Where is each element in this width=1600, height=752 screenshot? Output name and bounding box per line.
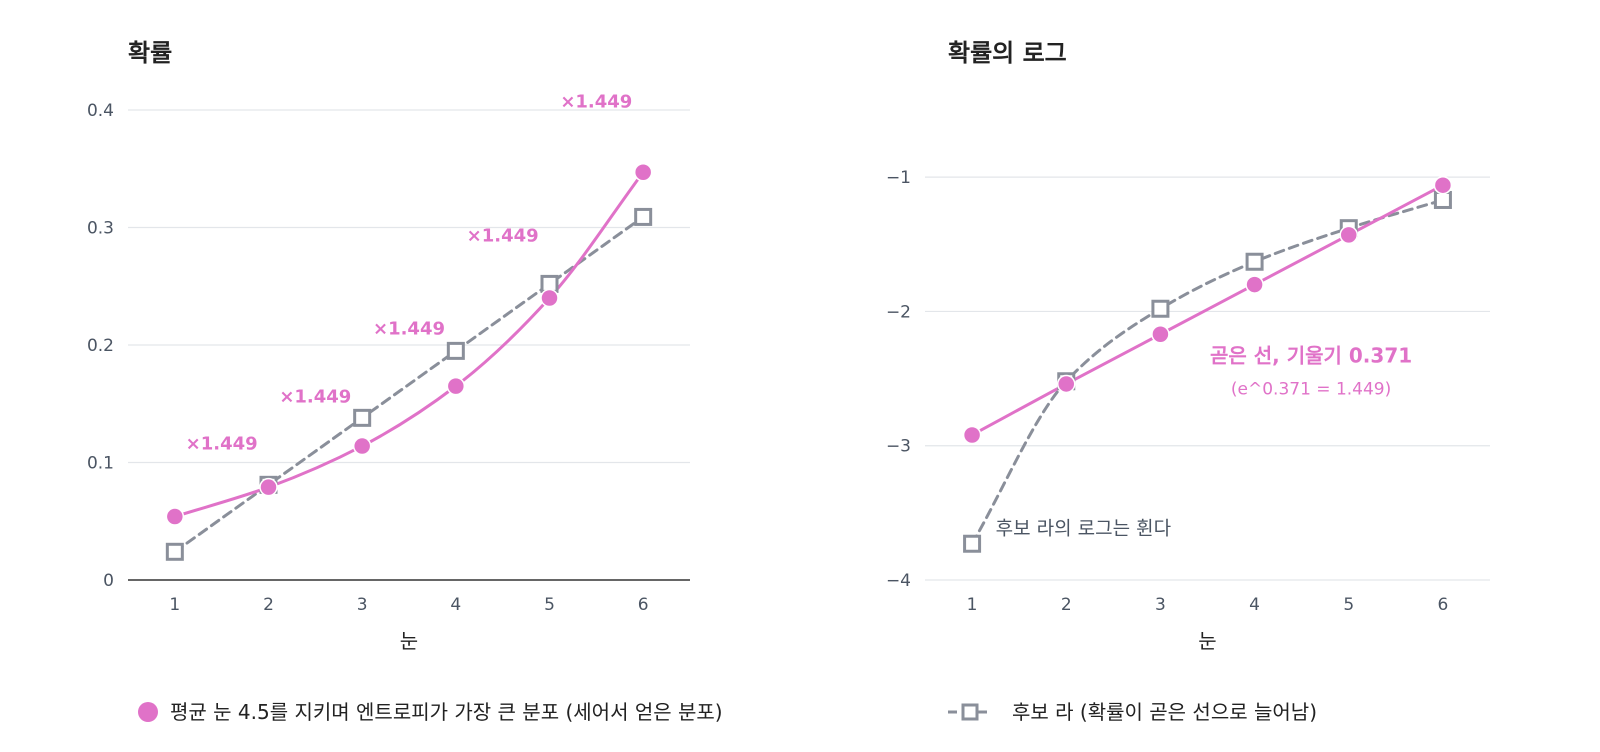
legend: 평균 눈 4.5를 지키며 엔트로피가 가장 큰 분포 (세어서 얻은 분포) … [138,700,1317,724]
data-point-circle [352,436,372,456]
x-tick-label: 5 [1343,595,1354,615]
ratio-annotation: ×1.449 [467,226,539,247]
data-point-circle [1245,275,1264,294]
data-point-circle [1057,374,1076,394]
y-tick-label: 0 [103,571,114,591]
data-point-square [1433,190,1452,209]
x-tick-label: 6 [1438,595,1449,615]
x-tick-label: 1 [169,595,180,615]
probability-chart: 0 0.1 0.2 0.3 0.4 1 2 3 4 5 6 눈 ×1.449 ×1.449 ×1.449 ×1… [87,92,690,653]
data-point-circle [446,376,466,396]
x-tick-label: 5 [544,595,555,615]
x-tick-label: 3 [357,595,368,615]
data-point-circle [259,477,278,497]
data-point-circle [633,163,653,182]
y-tick-label: −2 [886,302,911,322]
series-line-maxent [970,183,1445,437]
data-point-square [1151,299,1170,318]
ratio-annotation: ×1.449 [279,387,351,408]
legend-square-marker [961,703,979,721]
x-axis-label: 눈 [400,629,418,653]
y-tick-label: −1 [886,168,911,188]
ratio-annotation: ×1.449 [186,434,258,455]
y-tick-label: 0.1 [87,454,114,474]
data-point-circle [165,507,185,526]
x-tick-label: 4 [450,595,461,615]
data-point-circle [1151,325,1170,344]
curve-note-annotation: 후보 라의 로그는 휜다 [996,517,1171,539]
ratio-annotation: ×1.449 [560,92,632,113]
x-tick-label: 2 [1061,595,1072,615]
x-tick-label: 6 [638,595,649,615]
data-point-square [165,542,184,561]
data-point-circle [962,425,982,445]
y-tick-label: 0.2 [87,336,114,356]
series-line-candidate [173,215,645,554]
data-point-circle [540,288,559,308]
data-point-square [446,341,465,360]
data-point-square [1245,252,1264,271]
x-tick-label: 1 [967,595,978,615]
x-tick-label: 3 [1155,595,1166,615]
data-point-circle [1339,225,1358,245]
x-axis-label: 눈 [1198,629,1216,653]
series-line-candidate [970,198,1445,546]
legend-gray-label: 후보 라 (확률이 곧은 선으로 늘어남) [1012,700,1317,724]
x-tick-label: 2 [263,595,274,615]
y-tick-label: −3 [886,437,911,457]
slope-annotation: 곧은 선, 기울기 0.371 [1210,343,1412,367]
data-point-circle [1433,175,1453,195]
y-tick-label: 0.3 [87,219,114,239]
data-point-square [634,207,653,226]
y-tick-label: 0.4 [87,101,114,121]
ratio-annotation: ×1.449 [373,318,445,339]
legend-pink-label: 평균 눈 4.5를 지키며 엔트로피가 가장 큰 분포 (세어서 얻은 분포) [170,700,723,724]
legend-circle-marker [138,702,158,722]
right-chart-title: 확률의 로그 [948,39,1067,67]
log-probability-chart: −4 −3 −2 −1 1 2 3 4 5 6 눈 곧은 선, 기울기 0.371 (e^0.371 =… [886,168,1490,653]
left-chart-title: 확률 [128,39,172,67]
data-point-square [963,534,982,553]
data-point-square [353,408,372,427]
slope-formula-annotation: (e^0.371 = 1.449) [1231,380,1391,400]
y-tick-label: −4 [886,571,911,591]
x-tick-label: 4 [1249,595,1260,615]
